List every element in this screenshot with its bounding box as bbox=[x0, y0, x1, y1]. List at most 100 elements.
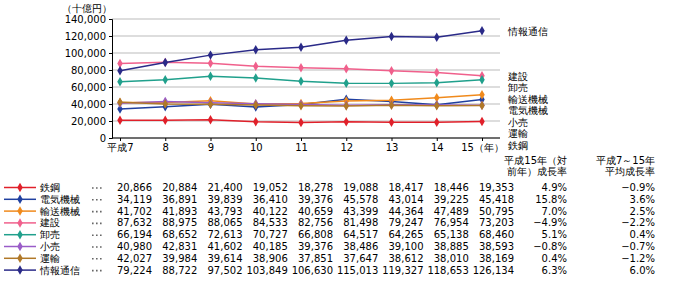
table-value: 42,831 bbox=[162, 241, 197, 252]
table-growth: 4.9% bbox=[542, 182, 567, 193]
table-growth: −0.8% bbox=[533, 241, 567, 252]
series-marker bbox=[117, 77, 122, 86]
table-value: 73,203 bbox=[479, 217, 514, 228]
x-tick: 12 bbox=[340, 138, 353, 153]
series-marker bbox=[298, 101, 303, 110]
y-tick-mark bbox=[109, 121, 112, 122]
table-value: 88,065 bbox=[208, 217, 243, 228]
series-marker bbox=[208, 50, 213, 59]
leader-dots bbox=[92, 199, 104, 201]
table-value: 82,756 bbox=[298, 217, 333, 228]
y-axis: 020,00040,00060,00080,000100,000120,0001… bbox=[65, 14, 113, 144]
table-value: 19,353 bbox=[479, 182, 514, 193]
table-value: 76,954 bbox=[434, 217, 469, 228]
x-tick-label: 10 bbox=[250, 142, 263, 153]
table-value: 36,891 bbox=[162, 194, 197, 205]
legend-marker bbox=[17, 195, 22, 204]
table-value: 37,851 bbox=[298, 253, 333, 264]
table-value: 39,376 bbox=[298, 241, 333, 252]
table-value: 47,489 bbox=[434, 206, 469, 217]
series-marker bbox=[389, 66, 394, 75]
x-axis: 平成789101112131415（年） bbox=[107, 138, 504, 153]
y-tick-mark bbox=[109, 53, 112, 54]
y-tick-mark bbox=[109, 19, 112, 20]
series-marker bbox=[298, 118, 303, 127]
end-label: 情報通信 bbox=[507, 26, 548, 37]
table-value: 39,376 bbox=[298, 194, 333, 205]
series-line bbox=[120, 31, 482, 71]
x-tick: 8 bbox=[163, 138, 169, 153]
series-line bbox=[120, 62, 482, 75]
chart: （十億円）020,00040,00060,00080,000100,000120… bbox=[0, 0, 684, 299]
series-marker bbox=[208, 72, 213, 81]
table-value: 39,984 bbox=[162, 253, 197, 264]
y-tick-label: 0 bbox=[100, 133, 106, 144]
table-value: 39,225 bbox=[434, 194, 469, 205]
table-value: 40,185 bbox=[253, 241, 288, 252]
y-tick-mark bbox=[109, 138, 112, 139]
series-marker bbox=[344, 64, 349, 73]
table-growth: 5.1% bbox=[542, 229, 567, 240]
series-marker bbox=[163, 75, 168, 84]
x-tick: 平成7 bbox=[107, 138, 133, 153]
series-marker bbox=[389, 100, 394, 109]
y-tick: 100,000 bbox=[65, 48, 112, 59]
series-marker bbox=[434, 68, 439, 77]
table-growth: 2.5% bbox=[630, 206, 655, 217]
grid-line bbox=[112, 121, 500, 122]
table-value: 40,980 bbox=[117, 241, 152, 252]
series-marker bbox=[479, 90, 484, 99]
y-tick: 80,000 bbox=[71, 65, 112, 76]
x-tick-label: 11 bbox=[295, 142, 308, 153]
series-marker bbox=[344, 78, 349, 87]
x-tick-label: 平成7 bbox=[107, 142, 133, 153]
legend-marker bbox=[17, 242, 22, 251]
legend-key bbox=[4, 218, 36, 227]
series-marker bbox=[253, 117, 258, 126]
table-value: 43,014 bbox=[389, 194, 424, 205]
legend-marker bbox=[17, 254, 22, 263]
table-value: 38,906 bbox=[253, 253, 288, 264]
table-value: 119,327 bbox=[382, 265, 423, 276]
x-tick: 10 bbox=[250, 138, 263, 153]
legend-key bbox=[4, 265, 36, 274]
legend-key bbox=[4, 183, 36, 192]
legend-label: 輸送機械 bbox=[40, 206, 80, 217]
table-growth: 7.0% bbox=[542, 206, 567, 217]
series-marker bbox=[253, 100, 258, 109]
table-value: 36,410 bbox=[253, 194, 288, 205]
table-value: 97,502 bbox=[208, 265, 243, 276]
series-marker bbox=[479, 26, 484, 35]
table-value: 68,652 bbox=[162, 229, 197, 240]
x-tick-label: 13 bbox=[386, 142, 399, 153]
table-growth: −0.7% bbox=[621, 241, 655, 252]
table-value: 43,399 bbox=[343, 206, 378, 217]
table-value: 79,247 bbox=[389, 217, 424, 228]
table-value: 38,010 bbox=[434, 253, 469, 264]
table-value: 70,727 bbox=[253, 229, 288, 240]
y-tick-mark bbox=[109, 87, 112, 88]
table-value: 79,224 bbox=[117, 265, 152, 276]
table-value: 37,647 bbox=[343, 253, 378, 264]
series-marker bbox=[117, 98, 122, 107]
table-value: 18,446 bbox=[434, 182, 469, 193]
table-value: 50,795 bbox=[479, 206, 514, 217]
table-value: 115,013 bbox=[337, 265, 378, 276]
table-value: 45,418 bbox=[479, 194, 514, 205]
legend-key bbox=[4, 254, 36, 263]
y-tick-mark bbox=[109, 104, 112, 105]
table-value: 41,893 bbox=[162, 206, 197, 217]
table-value: 43,793 bbox=[208, 206, 243, 217]
table-value: 64,265 bbox=[389, 229, 424, 240]
table-value: 41,702 bbox=[117, 206, 152, 217]
legend-key bbox=[4, 242, 36, 251]
legend-marker bbox=[17, 183, 22, 192]
leader-dots bbox=[92, 187, 104, 189]
leader-dots bbox=[92, 211, 104, 213]
legend-key bbox=[4, 230, 36, 239]
y-tick: 120,000 bbox=[65, 31, 112, 42]
series-marker bbox=[117, 98, 122, 107]
grid bbox=[112, 19, 500, 138]
end-label: 電気機械 bbox=[508, 105, 548, 116]
series-marker bbox=[389, 100, 394, 109]
